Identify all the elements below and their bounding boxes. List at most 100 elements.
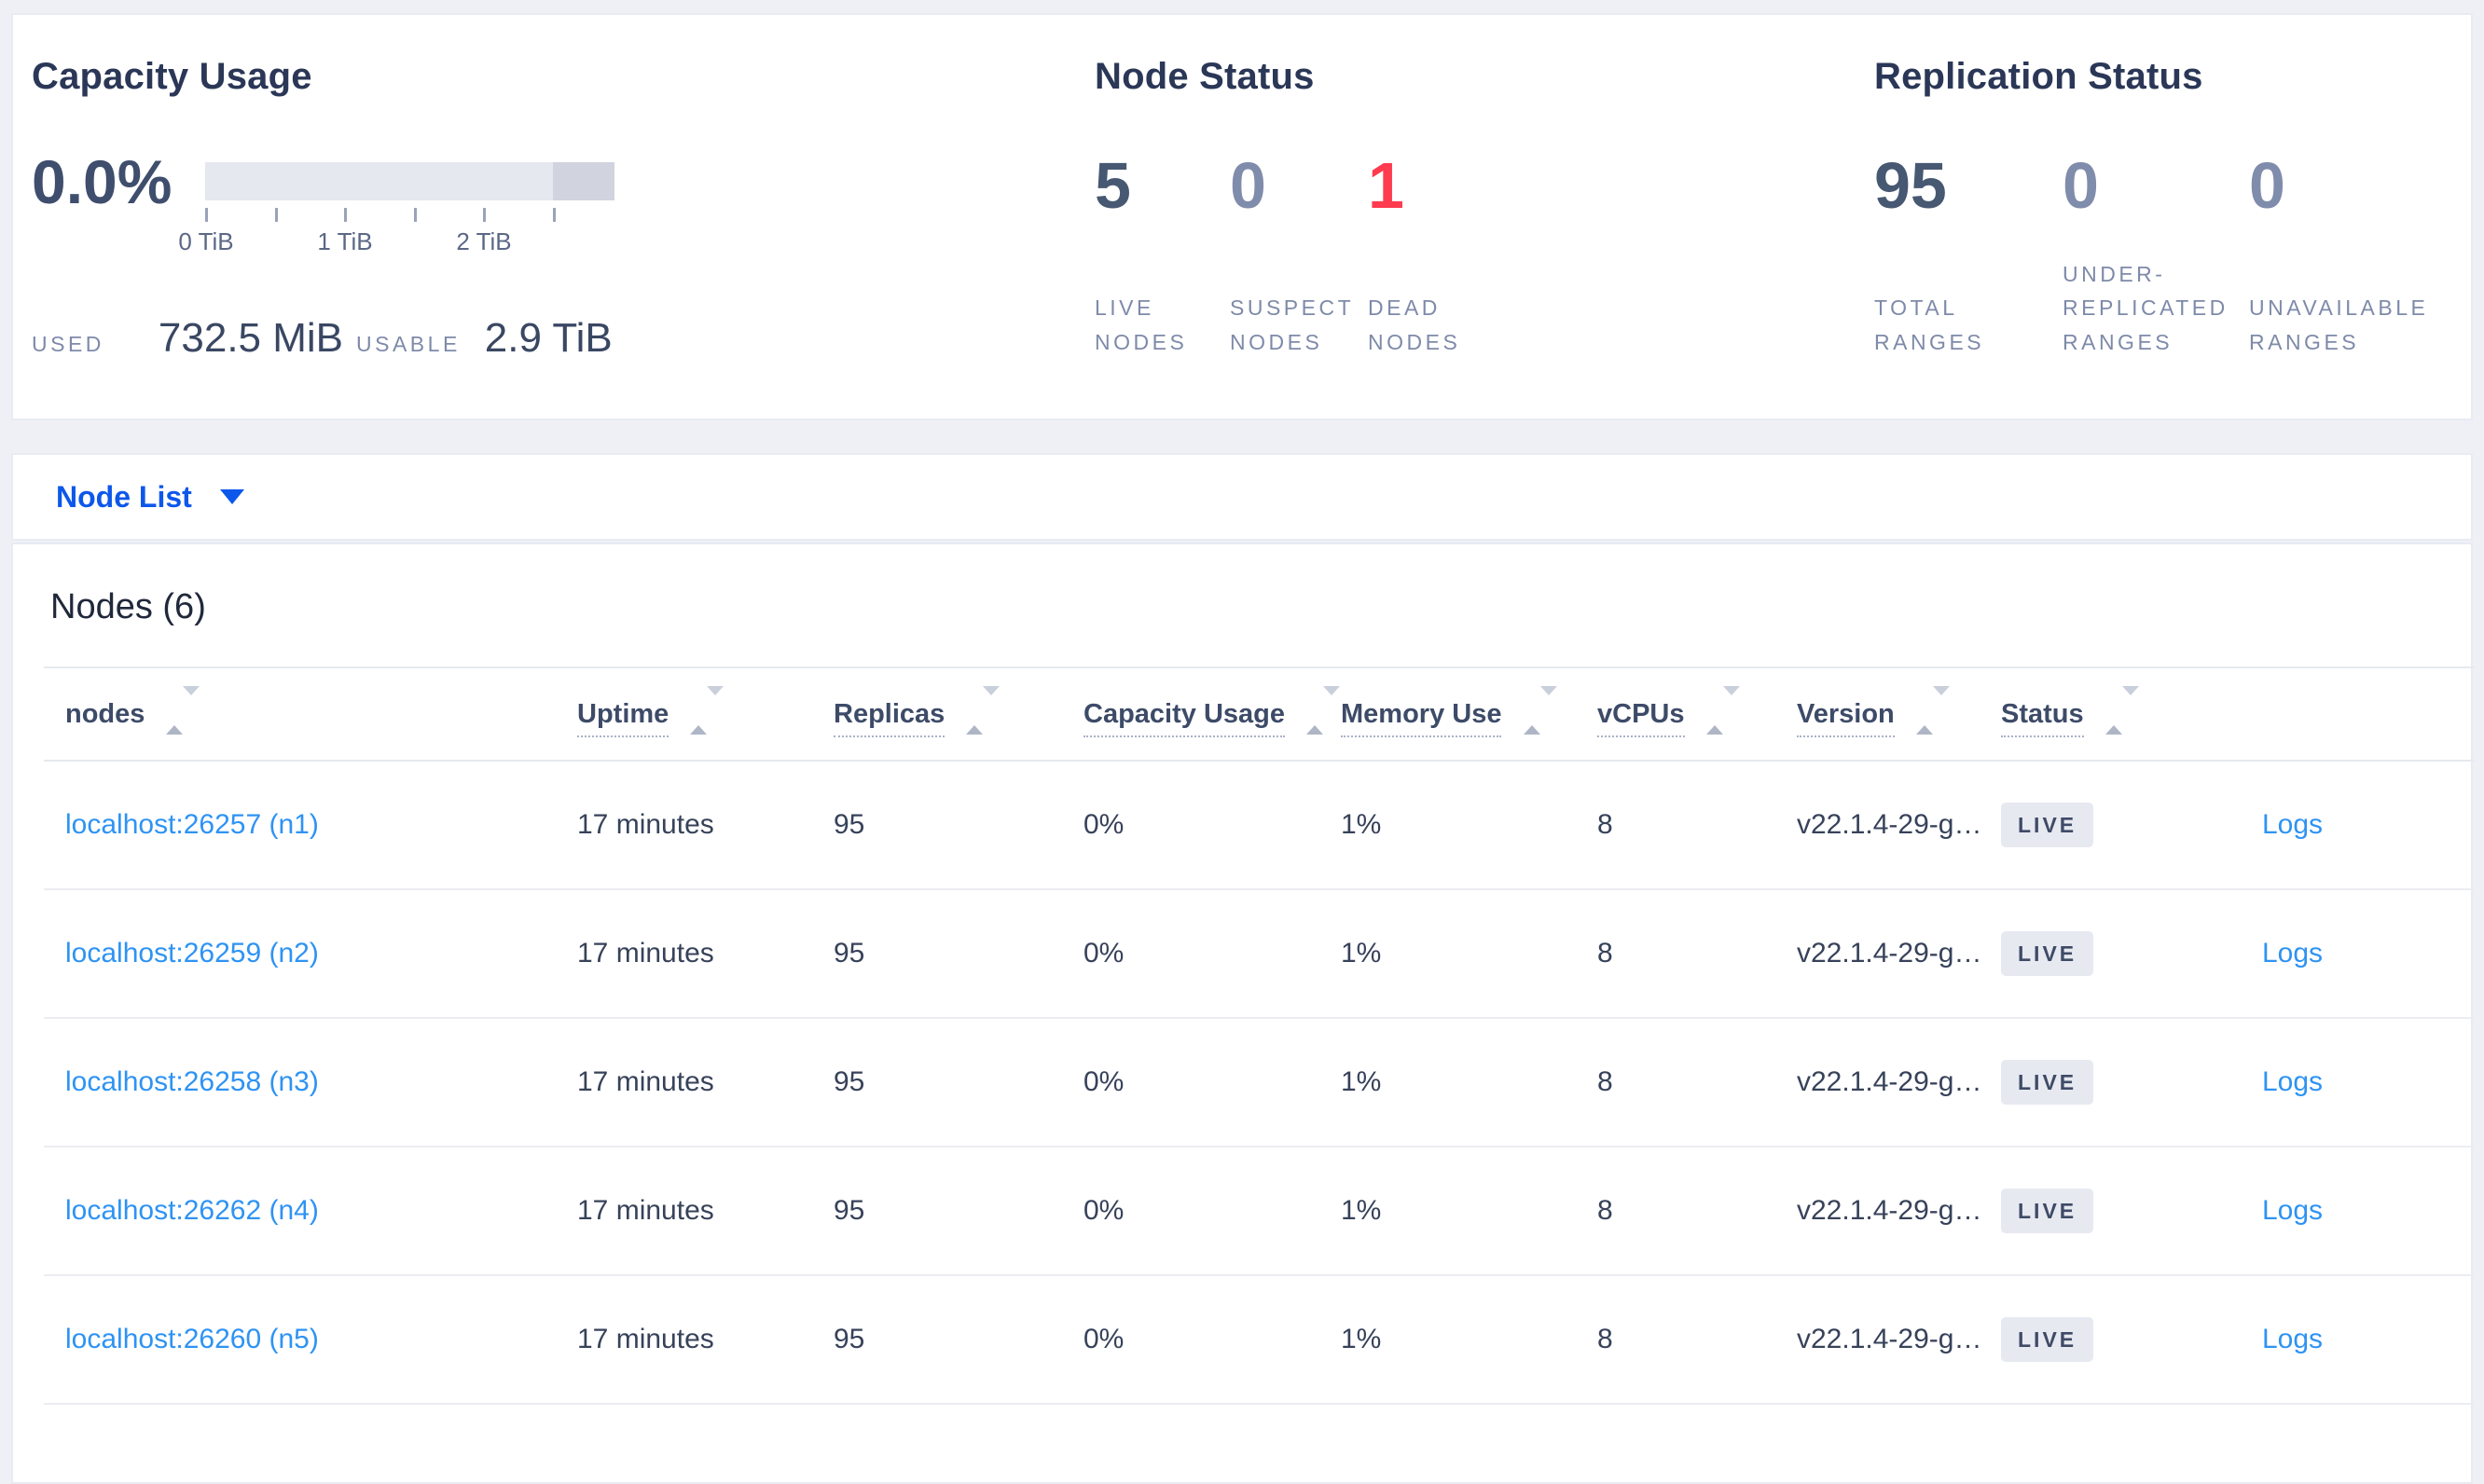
capacity-usage-cell: 0% (1083, 761, 1341, 890)
version-cell: v22.1.4-29-g… (1797, 1275, 2001, 1405)
column-header-vcpus[interactable]: vCPUs (1597, 666, 1797, 762)
node-link[interactable]: localhost:26259 (n2) (65, 938, 319, 969)
capacity-usage-cell: 0% (1083, 1018, 1341, 1147)
table-row: localhost:26257 (n1) 17 minutes 95 0% 1%… (44, 761, 2475, 890)
replicas-cell: 95 (834, 1275, 1083, 1405)
column-header-status[interactable]: Status (2001, 666, 2262, 762)
used-label: USED (32, 332, 104, 356)
version-cell: v22.1.4-29-g… (1797, 1018, 2001, 1147)
sort-icon (966, 686, 1000, 735)
column-header-replicas[interactable]: Replicas (834, 666, 1083, 762)
node-link[interactable]: localhost:26257 (n1) (65, 809, 319, 840)
column-header-memory-use[interactable]: Memory Use (1341, 666, 1597, 762)
vcpus-cell: 8 (1597, 1018, 1797, 1147)
axis-tick (205, 208, 208, 222)
nodes-table: nodes Uptime Replicas Capacity Usage Mem… (44, 666, 2475, 1405)
total-ranges-count: 95 (1874, 149, 1947, 222)
capacity-usage-bar (205, 162, 614, 200)
usable-value: 2.9 TiB (484, 315, 613, 361)
used-value: 732.5 MiB (158, 315, 344, 361)
column-header-logs (2262, 666, 2475, 762)
memory-use-cell: 1% (1341, 1275, 1597, 1405)
unavailable-ranges-count: 0 (2249, 149, 2285, 222)
node-list-dropdown[interactable]: Node List (56, 455, 244, 539)
axis-tick (483, 208, 486, 222)
replication-status-title: Replication Status (1874, 56, 2203, 97)
memory-use-cell: 1% (1341, 1147, 1597, 1276)
sort-icon (166, 686, 200, 735)
sort-icon (690, 686, 724, 735)
replicas-cell: 95 (834, 1147, 1083, 1276)
table-row: localhost:26262 (n4) 17 minutes 95 0% 1%… (44, 1147, 2475, 1276)
capacity-usage-cell: 0% (1083, 1275, 1341, 1405)
axis-tick (414, 208, 417, 222)
under-replicated-ranges-count: 0 (2063, 149, 2099, 222)
status-badge: LIVE (2001, 803, 2094, 847)
table-row: localhost:26260 (n5) 17 minutes 95 0% 1%… (44, 1275, 2475, 1405)
view-selector-bar: Node List (11, 453, 2473, 541)
capacity-usage-cell: 0% (1083, 889, 1341, 1019)
column-header-nodes[interactable]: nodes (44, 666, 577, 762)
table-row: localhost:26258 (n3) 17 minutes 95 0% 1%… (44, 1018, 2475, 1147)
memory-use-cell: 1% (1341, 1018, 1597, 1147)
logs-link[interactable]: Logs (2262, 938, 2324, 969)
usable-label: USABLE (356, 332, 461, 356)
memory-use-cell: 1% (1341, 889, 1597, 1019)
axis-tick-label: 0 TiB (178, 227, 234, 255)
replicas-cell: 95 (834, 1018, 1083, 1147)
column-header-capacity-usage[interactable]: Capacity Usage (1083, 666, 1341, 762)
uptime-cell: 17 minutes (577, 889, 834, 1019)
cluster-summary-card: Capacity Usage Node Status Replication S… (11, 13, 2473, 420)
memory-use-cell: 1% (1341, 761, 1597, 890)
column-header-version[interactable]: Version (1797, 666, 2001, 762)
logs-link[interactable]: Logs (2262, 1195, 2324, 1226)
table-header-row: nodes Uptime Replicas Capacity Usage Mem… (44, 666, 2475, 762)
suspect-nodes-count: 0 (1230, 149, 1266, 222)
node-link[interactable]: localhost:26262 (n4) (65, 1195, 319, 1226)
total-ranges-label: TOTAL RANGES (1874, 295, 1985, 355)
nodes-table-card: Nodes (6) nodes Uptime Replicas (11, 543, 2475, 1484)
node-link[interactable]: localhost:26258 (n3) (65, 1066, 319, 1097)
sort-icon (1306, 686, 1341, 735)
live-nodes-count: 5 (1095, 149, 1131, 222)
unavailable-ranges-label: UNAVAILABLE RANGES (2249, 295, 2429, 355)
status-badge: LIVE (2001, 931, 2094, 976)
suspect-nodes-label: SUSPECT NODES (1230, 295, 1354, 355)
logs-link[interactable]: Logs (2262, 1324, 2324, 1354)
node-status-title: Node Status (1095, 56, 1315, 97)
version-cell: v22.1.4-29-g… (1797, 761, 2001, 890)
axis-tick-label: 2 TiB (456, 227, 512, 255)
nodes-heading: Nodes (6) (50, 587, 206, 626)
sort-icon (1705, 686, 1740, 735)
node-list-dropdown-label: Node List (56, 479, 192, 514)
sort-icon (2104, 686, 2139, 735)
uptime-cell: 17 minutes (577, 1147, 834, 1276)
axis-tick (553, 208, 556, 222)
status-badge: LIVE (2001, 1189, 2094, 1233)
uptime-cell: 17 minutes (577, 1018, 834, 1147)
table-row: localhost:26259 (n2) 17 minutes 95 0% 1%… (44, 889, 2475, 1019)
sort-icon (1523, 686, 1557, 735)
dead-nodes-count: 1 (1368, 149, 1404, 222)
logs-link[interactable]: Logs (2262, 809, 2324, 840)
chevron-down-icon (219, 489, 244, 504)
axis-tick-label: 1 TiB (317, 227, 373, 255)
under-replicated-ranges-label: UNDER-REPLICATED RANGES (2063, 261, 2229, 355)
node-link[interactable]: localhost:26260 (n5) (65, 1324, 319, 1354)
version-cell: v22.1.4-29-g… (1797, 889, 2001, 1019)
axis-tick (344, 208, 347, 222)
uptime-cell: 17 minutes (577, 1275, 834, 1405)
capacity-usage-cell: 0% (1083, 1147, 1341, 1276)
vcpus-cell: 8 (1597, 761, 1797, 890)
replicas-cell: 95 (834, 889, 1083, 1019)
status-badge: LIVE (2001, 1060, 2094, 1105)
live-nodes-label: LIVE NODES (1095, 295, 1188, 355)
capacity-used-usable-row: USED 732.5 MiB USABLE 2.9 TiB (32, 315, 613, 362)
version-cell: v22.1.4-29-g… (1797, 1147, 2001, 1276)
column-header-uptime[interactable]: Uptime (577, 666, 834, 762)
vcpus-cell: 8 (1597, 889, 1797, 1019)
capacity-used-percent: 0.0% (32, 147, 172, 216)
capacity-bar-reserved-segment (553, 162, 614, 200)
axis-tick (275, 208, 278, 222)
logs-link[interactable]: Logs (2262, 1066, 2324, 1097)
